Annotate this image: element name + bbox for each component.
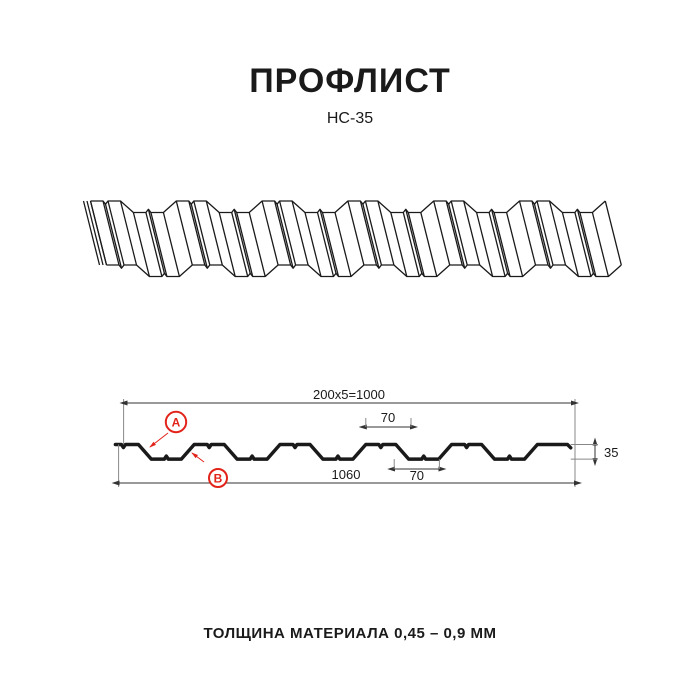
svg-text:1060: 1060 bbox=[332, 467, 361, 482]
svg-text:70: 70 bbox=[410, 468, 424, 483]
svg-text:70: 70 bbox=[381, 410, 395, 425]
svg-text:35: 35 bbox=[604, 445, 618, 460]
svg-text:B: B bbox=[214, 472, 223, 486]
svg-text:200x5=1000: 200x5=1000 bbox=[313, 387, 385, 402]
svg-text:A: A bbox=[172, 416, 181, 430]
